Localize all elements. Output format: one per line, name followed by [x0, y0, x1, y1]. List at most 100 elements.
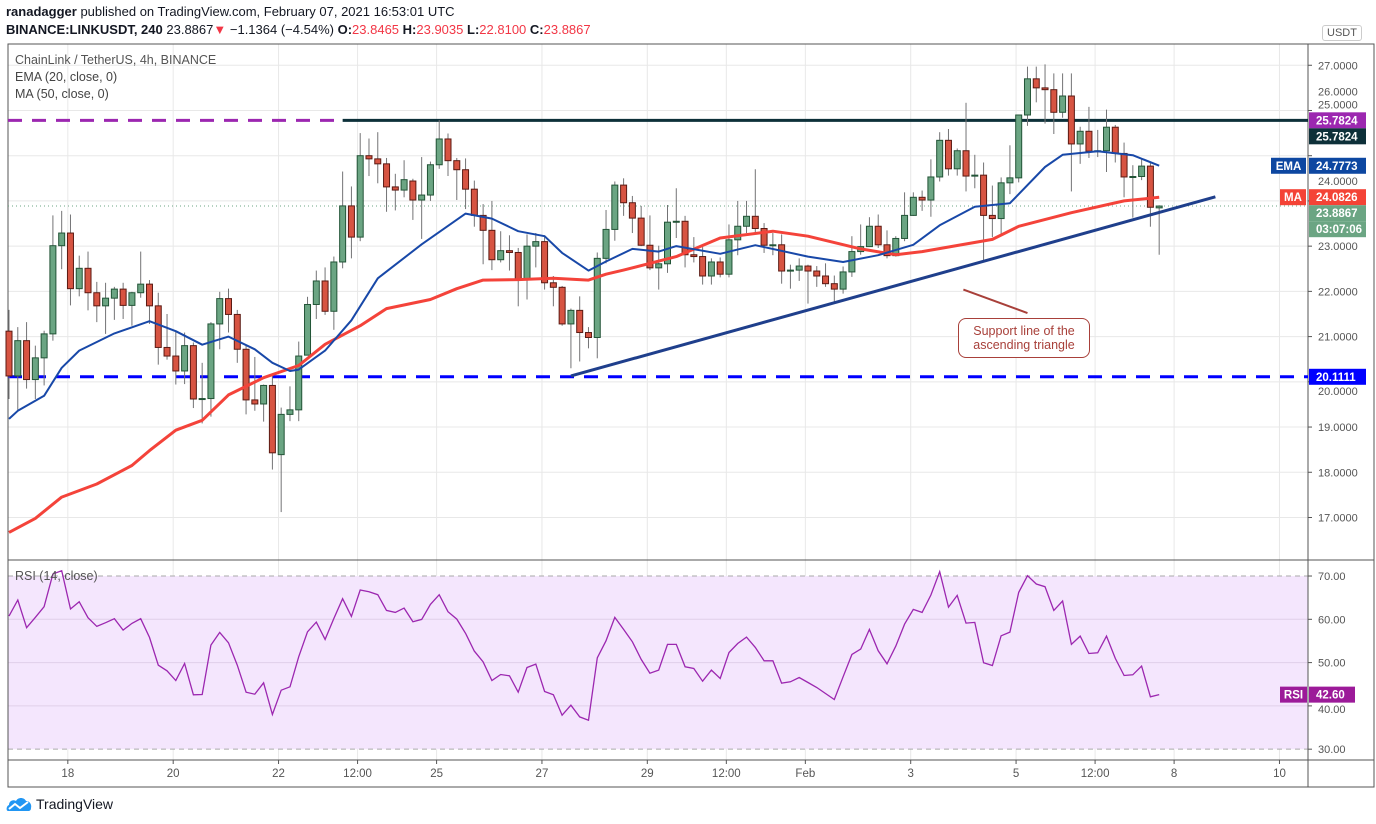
candle-body-down	[918, 196, 926, 201]
candle	[822, 263, 830, 287]
candle-body-up	[725, 239, 733, 275]
candle	[418, 157, 426, 239]
candle-body-down	[1111, 126, 1119, 154]
tradingview-cloud-icon	[6, 798, 32, 811]
candle	[242, 345, 250, 415]
candle	[233, 309, 241, 363]
close-label: C:	[529, 22, 544, 37]
chart-title: ChainLink / TetherUS, 4h, BINANCE	[15, 53, 217, 67]
candle-body-up	[277, 413, 285, 456]
candle-body-up	[953, 150, 961, 170]
candles	[5, 64, 1163, 513]
candle-body-down	[874, 225, 882, 246]
candle-body-up	[339, 205, 347, 263]
candle	[848, 236, 856, 277]
open-value: 23.8465	[352, 22, 400, 37]
candle	[567, 308, 575, 369]
price-badge-ema: 24.7773 EMA	[1271, 157, 1366, 174]
candle-body-down	[374, 158, 382, 165]
rsi-badge-background	[1309, 686, 1355, 703]
candle-body-up	[497, 250, 505, 261]
candle-body-up	[418, 194, 426, 201]
rsi-tick-label: 60.00	[1318, 614, 1346, 626]
rsi-badge-label: RSI	[1284, 690, 1303, 702]
candle-body-up	[198, 398, 206, 401]
candle	[330, 256, 338, 330]
support-trendline[interactable]	[570, 195, 1216, 378]
candle-body-up	[207, 323, 215, 400]
candle-body-down	[760, 228, 768, 246]
x-tick-label: 5	[1013, 768, 1019, 780]
candle	[251, 356, 259, 411]
price-change: −1.1364 (−4.54%)	[229, 22, 334, 37]
candle	[356, 133, 364, 242]
y-tick-label: 24.0000	[1318, 176, 1358, 188]
badge-value: 25.7824	[1316, 131, 1358, 143]
candle	[286, 386, 294, 422]
candle	[365, 138, 373, 177]
candle	[743, 200, 751, 234]
candle	[312, 270, 320, 319]
candle-body-up	[707, 261, 715, 277]
tradingview-logo[interactable]: TradingView	[6, 796, 113, 812]
candle-body-down	[1041, 87, 1049, 91]
candle-body-up	[1129, 176, 1137, 179]
candle-body-down	[962, 150, 970, 177]
candle	[1006, 145, 1014, 195]
symbol: BINANCE:LINKUSDT, 240	[6, 22, 163, 37]
y-tick-label: 18.0000	[1318, 467, 1358, 479]
candle-body-down	[699, 256, 707, 277]
candle-body-down	[778, 244, 786, 272]
candle	[804, 264, 812, 304]
candle-body-up	[1103, 126, 1110, 152]
candle	[66, 214, 74, 306]
badge-label: MA	[1284, 192, 1302, 204]
candle-body-up	[330, 261, 338, 312]
candle-body-down	[383, 163, 391, 188]
ema20-line	[8, 150, 1160, 420]
candle	[347, 186, 355, 259]
candle-body-down	[84, 267, 92, 294]
candle-body-up	[567, 309, 575, 325]
badge-background	[1309, 205, 1366, 222]
candle	[655, 245, 663, 290]
publisher-name: ranadagger	[6, 4, 77, 19]
candle	[339, 171, 347, 269]
down-arrow-icon: ▼	[213, 22, 227, 37]
currency-button[interactable]: USDT	[1322, 25, 1362, 41]
candle-body-up	[286, 409, 294, 415]
candle-body-down	[830, 283, 838, 290]
ema-legend[interactable]: EMA (20, close, 0)	[15, 70, 118, 84]
last-price: 23.8867	[166, 22, 214, 37]
candle-body-up	[593, 257, 601, 339]
ma50-line	[8, 195, 1160, 534]
candle	[128, 291, 136, 326]
candle-body-up	[786, 269, 794, 272]
candle-body-down	[268, 384, 276, 454]
candle	[576, 296, 584, 362]
candle	[523, 234, 531, 300]
candle-body-up	[901, 214, 909, 239]
candle-body-up	[216, 298, 224, 325]
candle	[839, 266, 847, 294]
candle-body-up	[664, 221, 671, 265]
badge-background	[1309, 112, 1366, 129]
candle-body-down	[944, 139, 952, 170]
candle	[1103, 109, 1110, 172]
rsi-legend[interactable]: RSI (14, close)	[15, 569, 98, 583]
candle	[593, 252, 601, 359]
candle	[145, 280, 153, 324]
candle-body-up	[304, 303, 312, 356]
candle-body-up	[128, 292, 136, 306]
low-label: L:	[467, 22, 480, 37]
candle-body-up	[49, 245, 57, 335]
high-value: 23.9035	[416, 22, 464, 37]
candle-body-down	[145, 283, 153, 307]
ma-legend[interactable]: MA (50, close, 0)	[15, 87, 109, 101]
candle-body-up	[312, 280, 320, 305]
candle	[1111, 124, 1119, 163]
candle	[119, 282, 127, 319]
annotation-callout[interactable]: Support line of the ascending triangle	[958, 318, 1090, 358]
candle	[1076, 126, 1084, 164]
